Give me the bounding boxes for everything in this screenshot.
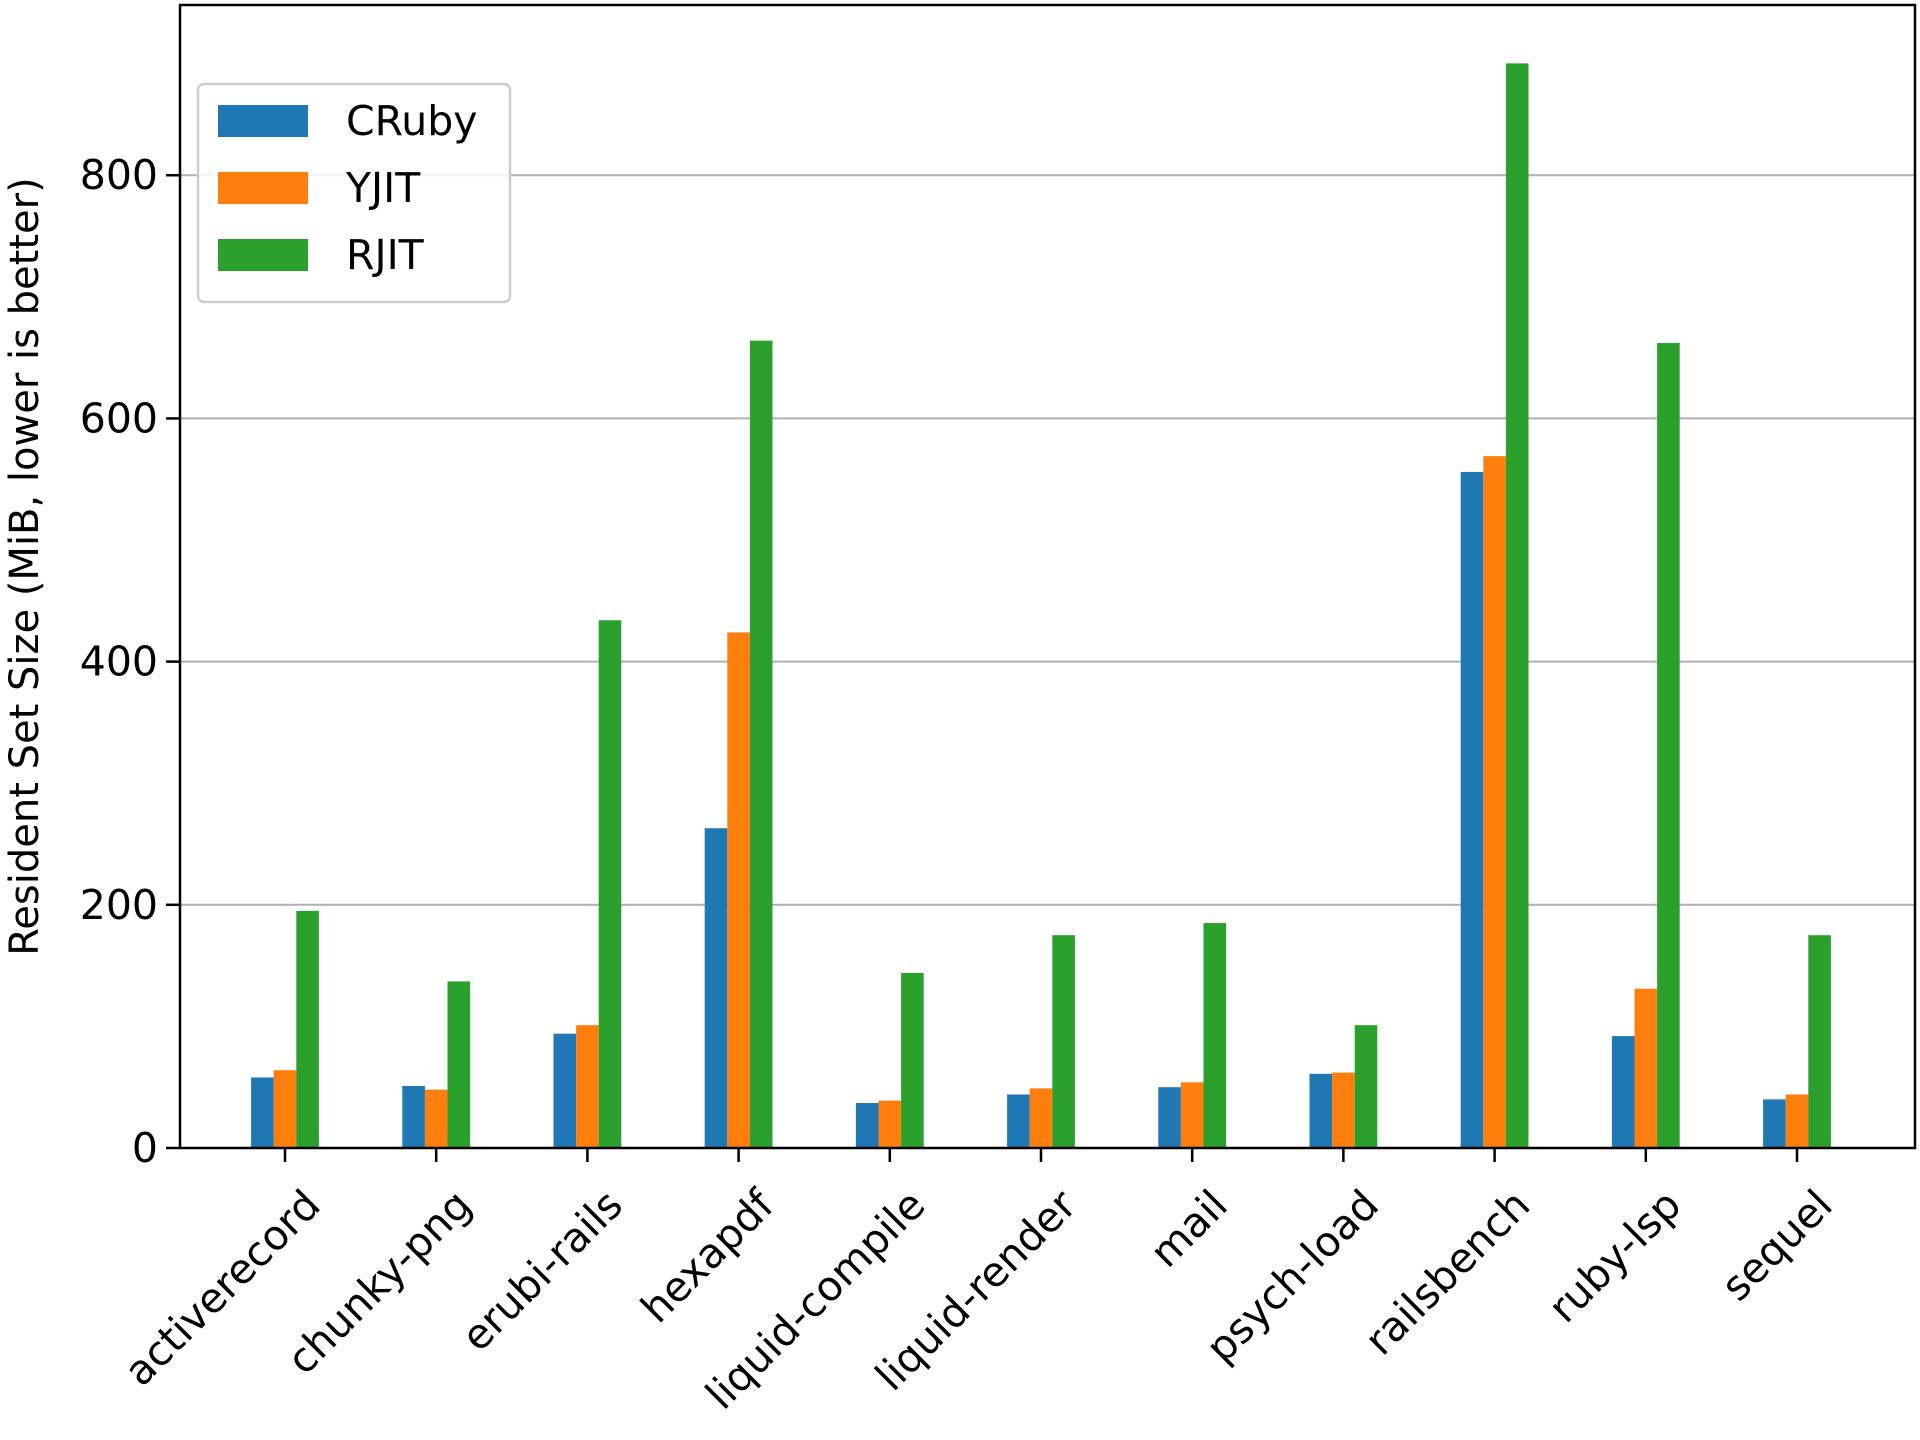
bar-rjit-liquid-compile bbox=[901, 972, 924, 1148]
bar-rjit-psych-load bbox=[1354, 1025, 1378, 1148]
bar-yjit-liquid-render bbox=[1029, 1088, 1053, 1148]
bar-yjit-sequel bbox=[1785, 1094, 1809, 1148]
legend: CRuby YJIT RJIT bbox=[196, 82, 512, 304]
y-axis-label: Resident Set Size (MiB, lower is better) bbox=[2, 177, 48, 955]
bar-yjit-liquid-compile bbox=[878, 1100, 902, 1148]
x-tick-label: railsbench bbox=[1355, 1181, 1539, 1365]
bar-cruby-erubi-rails bbox=[553, 1033, 577, 1148]
bar-yjit-chunky-png bbox=[424, 1089, 448, 1148]
x-tick-label: ruby-lsp bbox=[1539, 1181, 1690, 1332]
bar-rjit-chunky-png bbox=[447, 981, 471, 1148]
bar-yjit-psych-load bbox=[1332, 1072, 1355, 1148]
legend-swatch-rjit bbox=[218, 239, 308, 271]
y-tick-label: 400 bbox=[80, 638, 158, 686]
bar-rjit-mail bbox=[1203, 923, 1227, 1148]
legend-label-cruby: CRuby bbox=[346, 97, 478, 145]
y-tick-label: 0 bbox=[132, 1124, 158, 1172]
bars bbox=[251, 63, 1831, 1149]
bar-cruby-psych-load bbox=[1309, 1073, 1333, 1148]
y-axis: 0 200 400 600 800 bbox=[80, 151, 180, 1172]
x-tick-label: hexapdf bbox=[632, 1180, 785, 1333]
bar-rjit-sequel bbox=[1808, 935, 1831, 1148]
bar-cruby-liquid-render bbox=[1007, 1094, 1030, 1148]
x-tick-label: sequel bbox=[1712, 1181, 1842, 1311]
y-tick-label: 600 bbox=[80, 394, 158, 442]
bar-rjit-hexapdf bbox=[749, 340, 773, 1148]
y-tick-label: 200 bbox=[80, 881, 158, 929]
bar-rjit-erubi-rails bbox=[598, 620, 622, 1148]
x-tick-label: mail bbox=[1141, 1181, 1237, 1277]
bar-rjit-activerecord bbox=[296, 910, 319, 1148]
plot-frame bbox=[178, 3, 1917, 1150]
legend-swatch-yjit bbox=[218, 172, 308, 204]
legend-label-rjit: RJIT bbox=[346, 231, 425, 279]
legend-swatch-cruby bbox=[218, 105, 308, 137]
bar-rjit-railsbench bbox=[1505, 63, 1529, 1148]
x-tick-label: erubi-rails bbox=[452, 1181, 632, 1361]
bar-cruby-chunky-png bbox=[402, 1085, 425, 1148]
bar-yjit-ruby-lsp bbox=[1634, 988, 1658, 1148]
bar-cruby-railsbench bbox=[1460, 471, 1484, 1148]
bar-cruby-hexapdf bbox=[704, 828, 728, 1148]
bar-yjit-erubi-rails bbox=[576, 1025, 599, 1148]
bar-yjit-railsbench bbox=[1483, 456, 1506, 1148]
bar-yjit-activerecord bbox=[273, 1070, 297, 1148]
legend-label-yjit: YJIT bbox=[345, 164, 421, 212]
bar-cruby-mail bbox=[1158, 1087, 1181, 1148]
bar-yjit-mail bbox=[1180, 1082, 1204, 1148]
bar-cruby-ruby-lsp bbox=[1611, 1036, 1635, 1148]
y-tick-label: 800 bbox=[80, 151, 158, 199]
bar-rjit-liquid-render bbox=[1052, 935, 1075, 1148]
bar-cruby-liquid-compile bbox=[855, 1103, 879, 1148]
bar-cruby-activerecord bbox=[251, 1077, 274, 1148]
bar-cruby-sequel bbox=[1763, 1099, 1786, 1148]
bar-rjit-ruby-lsp bbox=[1657, 343, 1680, 1149]
bar-yjit-hexapdf bbox=[727, 632, 750, 1148]
